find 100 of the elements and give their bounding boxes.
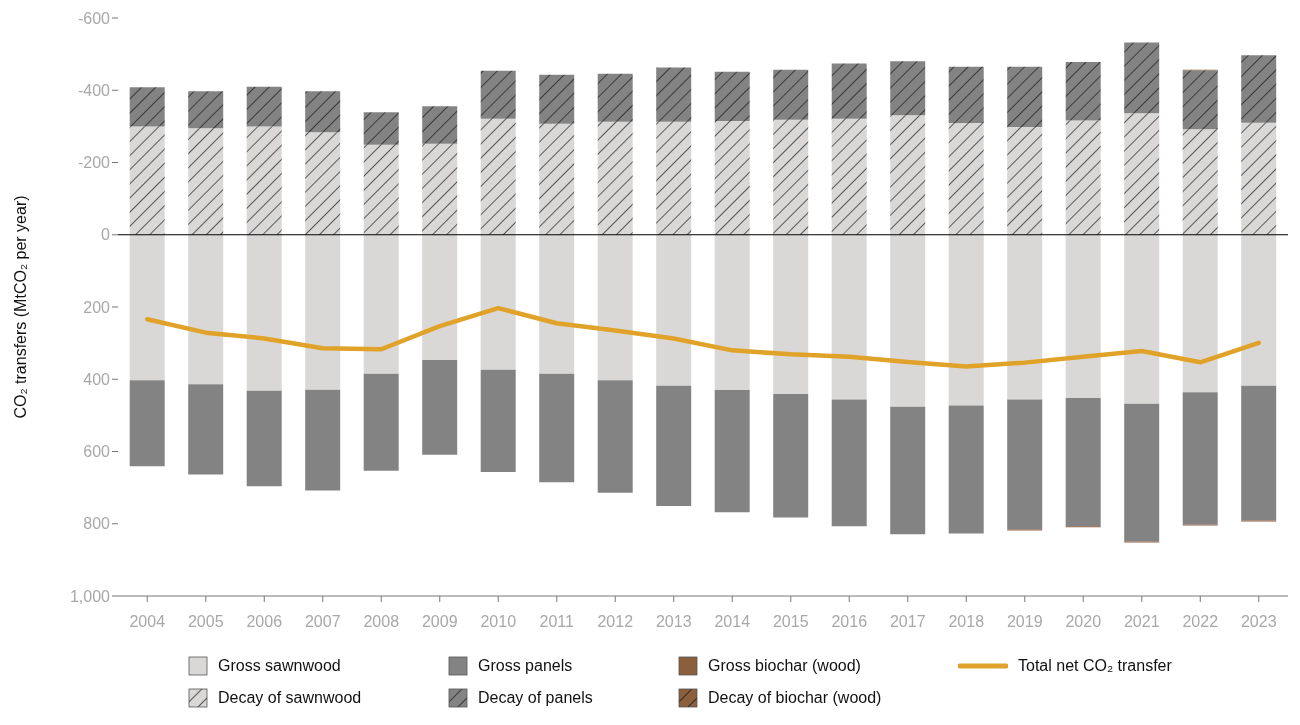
y-tick-label: 600 [83, 443, 111, 461]
bar [363, 112, 399, 145]
x-tick-label: 2015 [772, 613, 809, 631]
legend-label: Gross sawnwood [218, 657, 341, 675]
bar [597, 73, 633, 122]
bar [773, 394, 809, 518]
bar [363, 144, 399, 235]
bar [1124, 403, 1160, 542]
bar [773, 69, 809, 120]
bar [246, 390, 282, 487]
bar [1241, 234, 1277, 386]
bar [363, 234, 399, 374]
bar [1065, 62, 1101, 121]
y-tick-label: 800 [83, 515, 111, 533]
x-tick-label: 2010 [480, 613, 517, 631]
bar [129, 126, 165, 235]
bar [597, 234, 633, 381]
line-series [145, 305, 1261, 369]
y-tick-label: -600 [77, 9, 111, 27]
bar [948, 66, 984, 124]
bar [422, 106, 458, 144]
bar [714, 390, 750, 513]
bar [188, 384, 224, 475]
bar [539, 234, 575, 374]
x-tick-label: 2019 [1006, 613, 1043, 631]
bar [480, 118, 516, 235]
bar [1124, 42, 1160, 114]
bar [831, 234, 867, 400]
bar [1007, 399, 1043, 530]
bar [480, 234, 516, 370]
bar [714, 120, 750, 235]
x-tick-label: 2007 [304, 613, 341, 631]
y-tick-label: 0 [101, 226, 111, 244]
y-tick-label: 200 [83, 298, 111, 316]
bar [890, 406, 926, 535]
bar [539, 74, 575, 124]
bar [305, 91, 341, 133]
legend-label: Gross panels [478, 657, 573, 675]
bar [129, 234, 165, 381]
bar [597, 380, 633, 493]
x-tick-label: 2022 [1182, 613, 1219, 631]
bar [129, 87, 165, 127]
bar [831, 399, 867, 527]
y-tick-label: 400 [83, 370, 111, 388]
x-tick-label: 2016 [831, 613, 868, 631]
x-tick-label: 2004 [129, 613, 166, 631]
x-tick-label: 2012 [597, 613, 634, 631]
bar [714, 234, 750, 391]
x-tick-label: 2017 [889, 613, 926, 631]
bar [188, 128, 224, 235]
bar [305, 234, 341, 390]
x-tick-label: 2006 [246, 613, 283, 631]
bar [656, 121, 692, 235]
legend-label: Gross biochar (wood) [708, 657, 861, 675]
bar [422, 143, 458, 235]
y-tick-label: 1,000 [69, 587, 111, 605]
bar [831, 63, 867, 119]
bar [363, 373, 399, 471]
bar [1241, 122, 1277, 235]
bar [1182, 234, 1218, 393]
legend-label: Decay of biochar (wood) [708, 689, 882, 707]
bar [948, 123, 984, 235]
bar [1182, 129, 1218, 235]
bar [948, 405, 984, 534]
bar [539, 373, 575, 483]
y-axis-title: CO₂ transfers (MtCO₂ per year) [11, 195, 29, 419]
bar [129, 380, 165, 467]
bar [480, 70, 516, 119]
bar [714, 71, 750, 121]
legend-label: Total net CO₂ transfer [1018, 657, 1172, 675]
bar [480, 369, 516, 473]
x-tick-label: 2020 [1065, 613, 1102, 631]
x-tick-label: 2013 [655, 613, 692, 631]
bar [1241, 55, 1277, 123]
bar [656, 67, 692, 122]
bar [422, 234, 458, 361]
bar [246, 126, 282, 235]
bar [188, 234, 224, 385]
bar [773, 119, 809, 235]
bar [539, 123, 575, 235]
bar [948, 234, 984, 406]
legend-label: Decay of sawnwood [218, 689, 362, 707]
x-tick-label: 2008 [363, 613, 400, 631]
bar [246, 234, 282, 391]
x-tick-label: 2011 [539, 613, 575, 631]
x-tick-label: 2005 [187, 613, 224, 631]
bar [656, 234, 692, 386]
bar [597, 121, 633, 235]
bar [831, 118, 867, 235]
bar [1124, 113, 1160, 235]
y-tick-label: -200 [77, 154, 111, 172]
bar [890, 234, 926, 407]
bar [890, 61, 926, 116]
bar [1182, 392, 1218, 525]
bar [1065, 398, 1101, 527]
x-tick-label: 2023 [1240, 613, 1277, 631]
x-tick-label: 2009 [421, 613, 458, 631]
bar [1007, 66, 1043, 128]
bar [305, 389, 341, 491]
bar [773, 234, 809, 395]
